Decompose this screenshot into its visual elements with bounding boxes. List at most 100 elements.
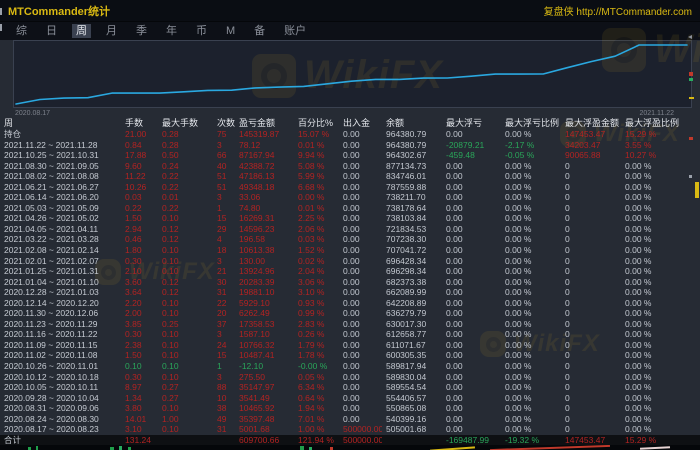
table-row[interactable]: 2020.12.14 ~ 2020.12.20 2.20 0.10 22 5929.10… bbox=[0, 298, 700, 309]
tab-3[interactable]: 周 bbox=[72, 24, 91, 38]
value-cell: 20 bbox=[217, 308, 227, 319]
site-link[interactable]: 复盘侠 http://MTCommander.com bbox=[543, 7, 692, 18]
value-cell: 554406.57 bbox=[386, 392, 427, 403]
tab-6[interactable]: 年 bbox=[166, 25, 177, 37]
period-cell: 合计 bbox=[4, 434, 22, 445]
value-cell: 0.00 bbox=[446, 287, 463, 298]
column-header[interactable]: 周 bbox=[4, 118, 14, 128]
value-cell: 0.00 bbox=[446, 403, 463, 414]
table-row[interactable]: 2020.09.28 ~ 2020.10.04 1.34 0.27 10 3541.49… bbox=[0, 393, 700, 404]
value-cell: 21.00 bbox=[125, 129, 147, 139]
table-row[interactable]: 2020.11.02 ~ 2020.11.08 1.50 0.10 15 10487.4… bbox=[0, 350, 700, 361]
table-row[interactable]: 2020.08.17 ~ 2020.08.23 3.10 0.10 31 5001.68… bbox=[0, 424, 700, 435]
value-cell: 1.80 bbox=[125, 245, 142, 256]
table-row[interactable]: 2020.10.12 ~ 2020.10.18 0.30 0.10 3 275.50 0.… bbox=[0, 372, 700, 383]
value-cell: 0.00 % bbox=[625, 181, 652, 192]
value-cell: 0.00 bbox=[343, 318, 360, 329]
table-row[interactable]: 2021.04.05 ~ 2021.04.11 2.94 0.12 29 14596.2… bbox=[0, 224, 700, 235]
tab-4[interactable]: 月 bbox=[106, 25, 117, 37]
tab-7[interactable]: 币 bbox=[196, 25, 207, 37]
value-cell: 0.00 bbox=[343, 139, 360, 150]
table-row[interactable]: 2020.11.16 ~ 2020.11.22 0.30 0.10 3 1587.10 0… bbox=[0, 329, 700, 340]
tab-10[interactable]: 账户 bbox=[284, 25, 307, 37]
value-cell: 0.46 bbox=[125, 234, 142, 245]
table-row[interactable]: 2020.11.09 ~ 2020.11.15 2.38 0.10 24 10766.3… bbox=[0, 340, 700, 351]
value-cell: 0.00 % bbox=[505, 171, 532, 182]
value-cell: 145319.87 bbox=[239, 129, 280, 139]
table-row[interactable]: 2020.11.23 ~ 2020.11.29 3.85 0.25 37 17358.5… bbox=[0, 319, 700, 330]
tab-1[interactable]: 综 bbox=[16, 25, 27, 37]
value-cell: 0.00 % bbox=[505, 382, 532, 393]
value-cell: 130.00 bbox=[239, 255, 265, 266]
column-header[interactable]: 最大浮盈金额 bbox=[565, 118, 620, 128]
value-cell: 0.00 % bbox=[505, 160, 532, 171]
value-cell: 0.00 % bbox=[625, 382, 652, 393]
column-header[interactable]: 出入金 bbox=[343, 118, 371, 128]
value-cell: 10465.92 bbox=[239, 403, 275, 414]
value-cell: 0.00 % bbox=[625, 403, 652, 414]
table-row[interactable]: 2021.11.22 ~ 2021.11.28 0.84 0.28 3 78.12 0.0… bbox=[0, 140, 700, 151]
table-row[interactable]: 2021.03.22 ~ 2021.03.28 0.46 0.12 4 196.58 0.… bbox=[0, 234, 700, 245]
value-cell: 0.00 bbox=[446, 350, 463, 361]
period-cell: 2021.02.01 ~ 2021.02.07 bbox=[4, 255, 99, 266]
value-cell: 0.00 % bbox=[625, 392, 652, 403]
table-row[interactable]: 2021.06.21 ~ 2021.06.27 10.26 0.22 51 49348.… bbox=[0, 182, 700, 193]
table-row[interactable]: 持仓 21.00 0.28 75 145319.87 15.07 % 0.00 964380.… bbox=[0, 129, 700, 140]
column-header[interactable]: 最大手数 bbox=[162, 118, 199, 128]
value-cell: 0.00 % bbox=[625, 424, 652, 435]
value-cell: 609700.66 bbox=[239, 434, 280, 445]
period-cell: 2020.09.28 ~ 2020.10.04 bbox=[4, 392, 99, 403]
value-cell: 0.02 % bbox=[298, 255, 325, 266]
period-cell: 2020.11.09 ~ 2020.11.15 bbox=[4, 339, 98, 350]
value-cell: 0 bbox=[565, 223, 570, 234]
value-cell: 0.00 bbox=[343, 192, 360, 203]
period-cell: 2020.08.17 ~ 2020.08.23 bbox=[4, 424, 99, 435]
value-cell: 6262.49 bbox=[239, 308, 270, 319]
table-row[interactable]: 2020.08.24 ~ 2020.08.30 14.01 1.00 49 35397.… bbox=[0, 414, 700, 425]
value-cell: 0.00 bbox=[343, 308, 360, 319]
table-row[interactable]: 2021.01.04 ~ 2021.01.10 3.60 0.12 30 20283.3… bbox=[0, 277, 700, 288]
table-row[interactable]: 2021.04.26 ~ 2021.05.02 1.50 0.10 15 16269.3… bbox=[0, 213, 700, 224]
tab-5[interactable]: 季 bbox=[136, 25, 147, 37]
table-row[interactable]: 2021.08.30 ~ 2021.09.05 9.60 0.24 40 42388.7… bbox=[0, 161, 700, 172]
column-header[interactable]: 手数 bbox=[125, 118, 144, 128]
column-header[interactable]: 最大浮盈比例 bbox=[625, 118, 680, 128]
value-cell: 600305.35 bbox=[386, 350, 427, 361]
table-row[interactable]: 2021.10.25 ~ 2021.10.31 17.88 0.50 66 87167.… bbox=[0, 150, 700, 161]
table-row[interactable]: 2021.02.01 ~ 2021.02.07 0.30 0.10 3 130.00 0.… bbox=[0, 256, 700, 267]
stats-table[interactable]: 持仓 21.00 0.28 75 145319.87 15.07 % 0.00 964380.… bbox=[0, 129, 700, 446]
table-row[interactable]: 2021.02.08 ~ 2021.02.14 1.80 0.10 18 10613.3… bbox=[0, 245, 700, 256]
value-cell: 0.00 % bbox=[625, 276, 652, 287]
column-header[interactable]: 最大浮亏比例 bbox=[505, 118, 560, 128]
value-cell: 0 bbox=[565, 308, 570, 319]
table-row[interactable]: 2021.01.25 ~ 2021.01.31 2.10 0.10 21 13924.9… bbox=[0, 266, 700, 277]
column-header[interactable]: 次数 bbox=[217, 118, 235, 128]
table-row[interactable]: 2020.12.28 ~ 2021.01.03 3.64 0.12 31 19881.1… bbox=[0, 287, 700, 298]
table-row[interactable]: 2020.10.05 ~ 2020.10.11 8.97 0.27 88 35147.9… bbox=[0, 382, 700, 393]
value-cell: 0.10 bbox=[162, 371, 179, 382]
column-header[interactable]: 百分比% bbox=[298, 118, 334, 128]
table-row[interactable]: 2020.08.31 ~ 2020.09.06 3.80 0.10 38 10465.9… bbox=[0, 403, 700, 414]
value-cell: 0.50 bbox=[162, 150, 179, 161]
column-header[interactable]: 余额 bbox=[386, 118, 405, 128]
column-header[interactable]: 最大浮亏 bbox=[446, 118, 483, 128]
value-cell: 11.22 bbox=[125, 171, 146, 182]
table-row[interactable]: 2021.06.14 ~ 2021.06.20 0.03 0.01 3 33.06 0.0… bbox=[0, 192, 700, 203]
tab-8[interactable]: M bbox=[226, 25, 236, 37]
column-header[interactable]: 盈亏金额 bbox=[239, 118, 276, 128]
equity-chart[interactable]: WikiFX WikiFX bbox=[13, 27, 700, 108]
tab-9[interactable]: 备 bbox=[254, 25, 266, 37]
value-cell: 611071.67 bbox=[386, 339, 426, 350]
value-cell: 1.78 % bbox=[298, 350, 325, 361]
value-cell bbox=[213, 435, 235, 446]
value-cell: 15.29 % bbox=[625, 434, 657, 445]
value-cell: 0 bbox=[565, 339, 570, 350]
table-row[interactable]: 2021.08.02 ~ 2021.08.08 11.22 0.22 51 47186.… bbox=[0, 171, 700, 182]
table-row[interactable]: 2020.10.26 ~ 2020.11.01 0.10 0.10 1 -12.10 -0… bbox=[0, 361, 700, 372]
value-cell: 51 bbox=[217, 181, 227, 192]
total-row[interactable]: 合计 131.24 609700.66 121.94 % 500000.00 -16948… bbox=[0, 434, 700, 446]
table-row[interactable]: 2020.11.30 ~ 2020.12.06 2.00 0.10 20 6262.49… bbox=[0, 308, 700, 319]
tab-2[interactable]: 日 bbox=[46, 25, 57, 37]
table-row[interactable]: 2021.05.03 ~ 2021.05.09 0.22 0.22 1 74.80 0.0… bbox=[0, 203, 700, 214]
value-cell: 88 bbox=[217, 382, 227, 393]
